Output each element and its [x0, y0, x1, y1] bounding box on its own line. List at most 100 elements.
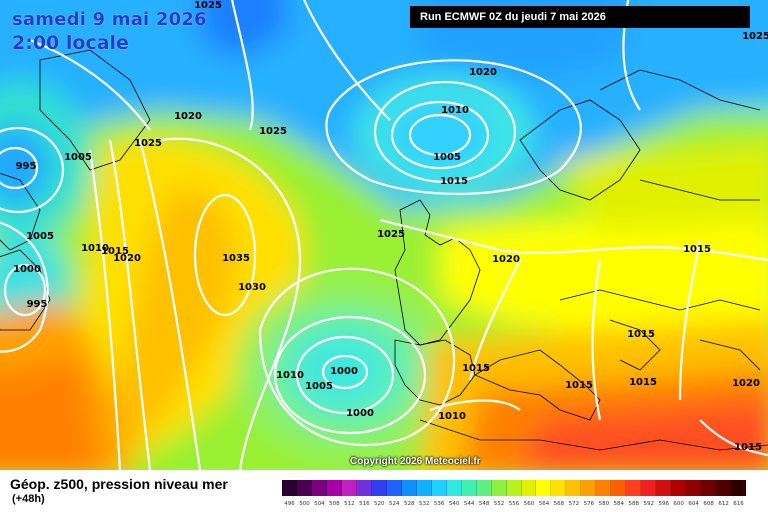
scale-swatch [611, 480, 627, 496]
isobar-label: 995 [27, 299, 48, 310]
scale-label: 536 [433, 501, 445, 507]
scale-swatch [296, 480, 312, 496]
run-info: Run ECMWF 0Z du jeudi 7 mai 2026 [410, 6, 750, 28]
isobar-label: 1015 [683, 244, 711, 255]
scale-label: 512 [344, 501, 355, 507]
isobar-label: 1015 [734, 442, 762, 453]
scale-swatch [641, 480, 657, 496]
isobar-label: 1025 [194, 0, 222, 11]
scale-swatch [686, 480, 702, 496]
isobar-label: 1000 [330, 366, 358, 377]
scale-swatch [386, 480, 402, 496]
scale-label: 528 [403, 501, 415, 507]
isobar-label: 1035 [222, 253, 250, 264]
map-title: Géop. z500, pression niveau mer [10, 476, 228, 492]
scale-label: 588 [628, 501, 640, 507]
scale-swatch [491, 480, 507, 496]
isobar-label: 1010 [81, 243, 109, 254]
scale-swatch [282, 480, 297, 496]
scale-swatch [416, 480, 432, 496]
scale-swatch [731, 480, 747, 496]
isobars [0, 0, 768, 470]
scale-swatch [716, 480, 732, 496]
scale-swatch [701, 480, 717, 496]
scale-swatch [671, 480, 687, 496]
isobar-label: 1020 [469, 67, 497, 78]
scale-label: 544 [463, 501, 475, 507]
isobar-label: 1005 [64, 152, 92, 163]
scale-label: 580 [598, 501, 610, 507]
scale-swatch [356, 480, 372, 496]
isobar-label: 1005 [305, 381, 333, 392]
color-scale-labels: 496 500 504 508 512 516 520 524 528 532 536 540 544 5… [282, 499, 746, 509]
scale-label: 504 [314, 501, 325, 507]
isobar-label: 1015 [440, 176, 468, 187]
scale-swatch [656, 480, 672, 496]
isobar-label: 1020 [174, 111, 202, 122]
scale-label: 600 [673, 501, 684, 507]
scale-swatch [476, 480, 492, 496]
scale-label: 604 [688, 501, 699, 507]
scale-swatch [431, 480, 447, 496]
scale-label: 564 [538, 501, 550, 507]
isobar-label: 1020 [732, 378, 760, 389]
scale-label: 496 [284, 501, 295, 507]
scale-label: 508 [329, 501, 340, 507]
scale-swatch [311, 480, 327, 496]
scale-label: 568 [553, 501, 565, 507]
scale-label: 556 [508, 501, 520, 507]
isobar-label: 1025 [377, 229, 405, 240]
scale-label: 572 [568, 501, 580, 507]
scale-swatch [536, 480, 552, 496]
scale-swatch [521, 480, 537, 496]
scale-label: 584 [613, 501, 625, 507]
scale-swatch [341, 480, 357, 496]
isobar-label: 1005 [26, 231, 54, 242]
scale-label: 576 [583, 501, 595, 507]
scale-swatch [506, 480, 522, 496]
weather-map: 1025 1025 1020 1010 1005 1015 1020 1025 1025 1005… [0, 0, 768, 470]
isobar-label: 1005 [433, 152, 461, 163]
isobar-label: 995 [16, 161, 37, 172]
isobar-label: 1015 [462, 363, 490, 374]
isobar-label: 1015 [627, 329, 655, 340]
scale-label: 516 [359, 501, 370, 507]
scale-label: 520 [374, 501, 385, 507]
color-scale [282, 480, 747, 496]
scale-swatch [446, 480, 462, 496]
isobar-label: 1020 [492, 254, 520, 265]
scale-label: 612 [718, 501, 729, 507]
scale-swatch [551, 480, 567, 496]
isobar-label: 1000 [13, 264, 41, 275]
scale-label: 596 [658, 501, 669, 507]
scale-label: 524 [389, 501, 400, 507]
scale-swatch [626, 480, 642, 496]
scale-swatch [401, 480, 417, 496]
scale-label: 552 [493, 501, 505, 507]
isobar-label: 1015 [565, 380, 593, 391]
isobar-label: 1020 [113, 253, 141, 264]
scale-label: 608 [703, 501, 714, 507]
forecast-time: 2:00 locale [12, 32, 129, 54]
scale-swatch [596, 480, 612, 496]
scale-swatch [326, 480, 342, 496]
forecast-date: samedi 9 mai 2026 [12, 9, 207, 30]
scale-swatch [371, 480, 387, 496]
isobar-label: 1015 [101, 246, 129, 257]
scale-label: 616 [733, 501, 744, 507]
isobar-label: 1010 [438, 411, 466, 422]
scale-label: 540 [448, 501, 460, 507]
scale-label: 560 [523, 501, 535, 507]
scale-label: 532 [418, 501, 430, 507]
isobar-label: 1025 [742, 31, 768, 42]
copyright: Copyright 2026 Meteociel.fr [350, 456, 481, 467]
scale-swatch [461, 480, 477, 496]
isobar-label: 1000 [346, 408, 374, 419]
scale-swatch [581, 480, 597, 496]
scale-swatch [566, 480, 582, 496]
isobar-label: 1010 [276, 370, 304, 381]
isobar-label: 1015 [629, 377, 657, 388]
isobar-label: 1025 [134, 138, 162, 149]
isobar-label: 1030 [238, 282, 266, 293]
coastlines [0, 49, 768, 451]
